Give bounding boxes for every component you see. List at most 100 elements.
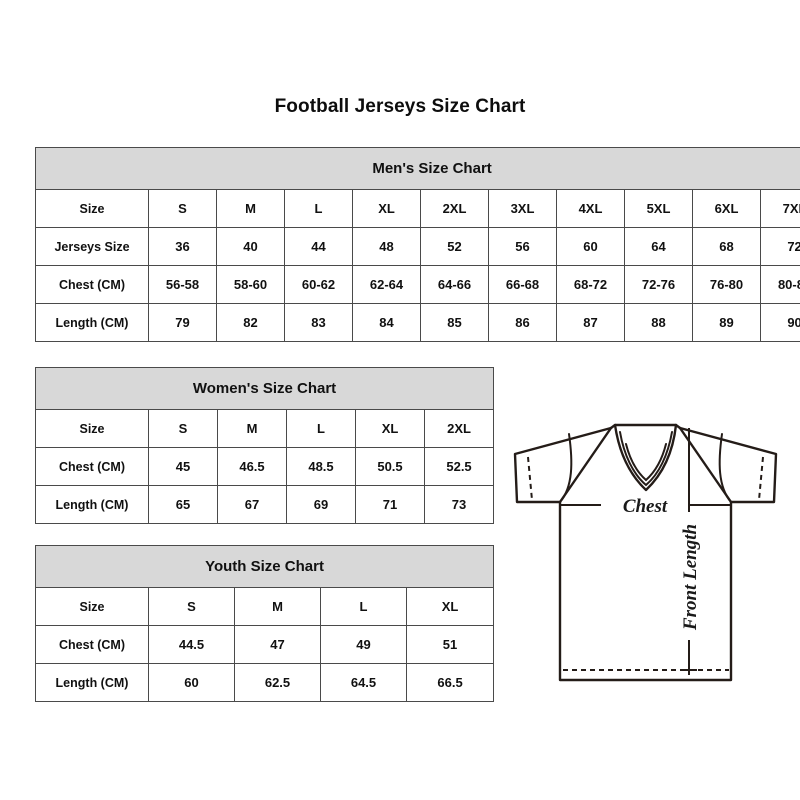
table-row: Length (CM) 65 67 69 71 73 (35, 485, 495, 524)
cell: 65 (148, 485, 218, 524)
v-neck-collar-icon (613, 423, 678, 492)
cell: 86 (488, 303, 557, 342)
column-header-s: S (148, 189, 217, 228)
cell: 66.5 (405, 663, 495, 702)
cell: 79 (148, 303, 217, 342)
cell: 64.5 (320, 663, 407, 702)
table-band-row: Women's Size Chart (34, 367, 495, 410)
cell: 47 (234, 625, 321, 664)
jersey-measurement-diagram: Chest Front Length (503, 392, 788, 692)
column-header-size: Size (35, 189, 149, 228)
front-length-measure-line (681, 428, 697, 675)
cell: 84 (352, 303, 421, 342)
column-header-l: L (320, 587, 407, 626)
cell: 87 (556, 303, 625, 342)
cell: 82 (216, 303, 285, 342)
cell: 50.5 (355, 447, 425, 486)
cell: 66-68 (488, 265, 557, 304)
cell: 71 (355, 485, 425, 524)
cell: 90 (759, 303, 800, 342)
cell: 85 (420, 303, 489, 342)
jersey-outline-icon (513, 423, 778, 682)
right-cuff-stitch-dashed (758, 456, 764, 501)
front-length-label: Front Length (680, 524, 701, 631)
table-row: Chest (CM) 56-58 58-60 60-62 62-64 64-66… (35, 265, 800, 304)
left-cuff-stitch-dashed (527, 456, 533, 501)
cell: 64-66 (420, 265, 489, 304)
table-band-row: Youth Size Chart (34, 545, 495, 588)
cell: 58-60 (216, 265, 285, 304)
column-header-6xl: 6XL (692, 189, 761, 228)
cell: 62-64 (352, 265, 421, 304)
column-header-s: S (148, 587, 235, 626)
column-header-3xl: 3XL (488, 189, 557, 228)
cell: 64 (624, 227, 693, 266)
cell: 56 (488, 227, 557, 266)
column-header-xl: XL (355, 409, 425, 448)
column-header-2xl: 2XL (423, 409, 495, 448)
page-title: Football Jerseys Size Chart (274, 96, 526, 117)
row-label-jerseys-size: Jerseys Size (35, 227, 149, 266)
row-label-chest-cm: Chest (CM) (35, 265, 149, 304)
table-row: Length (CM) 79 82 83 84 85 86 87 88 89 9… (35, 303, 800, 342)
table-header-row: Size S M L XL (35, 587, 495, 626)
youth-size-chart-table: Youth Size Chart Size S M L XL Chest (CM… (34, 545, 495, 702)
cell: 68-72 (556, 265, 625, 304)
column-header-7xl: 7XL (759, 189, 800, 228)
cell: 48 (352, 227, 421, 266)
column-header-xl: XL (352, 189, 421, 228)
mens-size-chart-table: Men's Size Chart Size S M L XL 2XL 3XL 4… (34, 147, 800, 342)
cell: 52.5 (423, 447, 495, 486)
cell: 56-58 (148, 265, 217, 304)
cell: 83 (284, 303, 353, 342)
cell: 62.5 (234, 663, 321, 702)
chest-label: Chest (623, 496, 668, 517)
mens-table-title: Men's Size Chart (34, 147, 800, 190)
cell: 67 (217, 485, 287, 524)
column-header-size: Size (35, 409, 149, 448)
cell: 49 (320, 625, 407, 664)
cell: 68 (692, 227, 761, 266)
column-header-l: L (284, 189, 353, 228)
cell: 46.5 (217, 447, 287, 486)
row-label-chest-cm: Chest (CM) (35, 447, 149, 486)
cell: 60-62 (284, 265, 353, 304)
row-label-chest-cm: Chest (CM) (35, 625, 149, 664)
cell: 60 (556, 227, 625, 266)
cell: 44 (284, 227, 353, 266)
column-header-size: Size (35, 587, 149, 626)
row-label-length-cm: Length (CM) (35, 663, 149, 702)
cell: 72-76 (624, 265, 693, 304)
cell: 76-80 (692, 265, 761, 304)
cell: 60 (148, 663, 235, 702)
cell: 48.5 (286, 447, 356, 486)
cell: 52 (420, 227, 489, 266)
cell: 89 (692, 303, 761, 342)
cell: 80-84 (759, 265, 800, 304)
column-header-m: M (234, 587, 321, 626)
row-label-length-cm: Length (CM) (35, 485, 149, 524)
table-header-row: Size S M L XL 2XL (35, 409, 495, 448)
cell: 69 (286, 485, 356, 524)
table-header-row: Size S M L XL 2XL 3XL 4XL 5XL 6XL 7XL (35, 189, 800, 228)
column-header-xl: XL (405, 587, 495, 626)
column-header-l: L (286, 409, 356, 448)
table-row: Length (CM) 60 62.5 64.5 66.5 (35, 663, 495, 702)
column-header-m: M (217, 409, 287, 448)
cell: 45 (148, 447, 218, 486)
row-label-length-cm: Length (CM) (35, 303, 149, 342)
cell: 40 (216, 227, 285, 266)
table-row: Chest (CM) 45 46.5 48.5 50.5 52.5 (35, 447, 495, 486)
table-row: Jerseys Size 36 40 44 48 52 56 60 64 68 … (35, 227, 800, 266)
table-row: Chest (CM) 44.5 47 49 51 (35, 625, 495, 664)
cell: 36 (148, 227, 217, 266)
youth-table-title: Youth Size Chart (34, 545, 495, 588)
table-band-row: Men's Size Chart (34, 147, 800, 190)
column-header-5xl: 5XL (624, 189, 693, 228)
cell: 51 (405, 625, 495, 664)
cell: 73 (423, 485, 495, 524)
column-header-2xl: 2XL (420, 189, 489, 228)
cell: 44.5 (148, 625, 235, 664)
column-header-m: M (216, 189, 285, 228)
column-header-4xl: 4XL (556, 189, 625, 228)
